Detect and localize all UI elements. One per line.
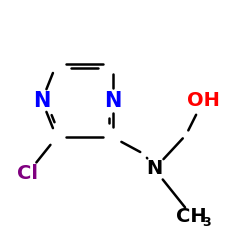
Text: OH: OH — [187, 91, 220, 110]
Text: N: N — [33, 90, 50, 110]
Text: 3: 3 — [202, 216, 211, 229]
Text: N: N — [104, 90, 122, 110]
Text: Cl: Cl — [17, 164, 38, 184]
Text: N: N — [146, 160, 162, 178]
Text: CH: CH — [176, 207, 206, 226]
